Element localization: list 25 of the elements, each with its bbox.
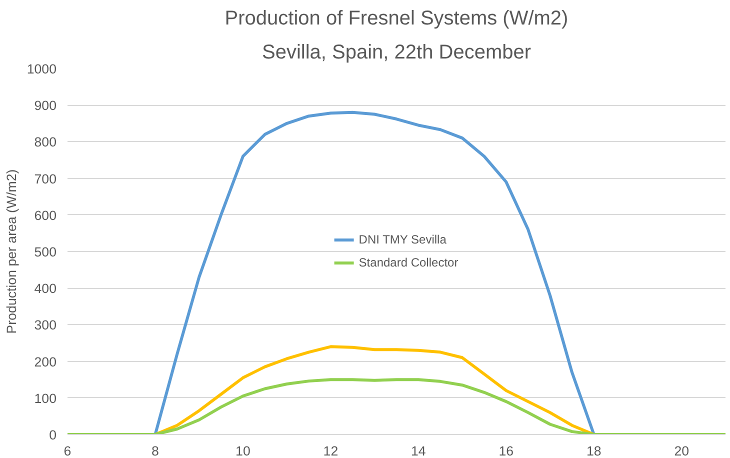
y-tick-label: 700 — [34, 171, 57, 186]
y-axis-title: Production per area (W/m2) — [4, 169, 19, 334]
legend-label: Standard Collector — [358, 256, 458, 270]
x-tick-label: 12 — [323, 444, 338, 458]
y-tick-label: 600 — [34, 208, 57, 223]
y-tick-label: 100 — [34, 390, 57, 406]
chart-title: Production of Fresnel Systems (W/m2) — [224, 8, 568, 30]
line-series — [68, 378, 726, 434]
chart-subtitle: Sevilla, Spain, 22th December — [262, 42, 532, 64]
y-tick-label: 500 — [34, 244, 57, 260]
x-tick-label: 8 — [152, 444, 159, 458]
y-tick-label: 1000 — [26, 62, 57, 76]
x-tick-label: 20 — [674, 444, 690, 458]
x-tick-label: 14 — [411, 444, 426, 458]
x-tick-label: 18 — [586, 444, 602, 458]
y-tick-label: 200 — [34, 354, 57, 370]
x-tick-label: 6 — [64, 444, 72, 458]
legend-label: DNI TMY Sevilla — [358, 232, 446, 246]
x-tick-label: 10 — [236, 444, 250, 458]
y-tick-label: 300 — [34, 318, 57, 333]
x-tick-label: 16 — [498, 444, 514, 458]
y-tick-label: 0 — [49, 428, 57, 442]
y-tick-label: 800 — [34, 134, 57, 150]
y-tick-label: 400 — [34, 281, 57, 296]
y-tick-label: 900 — [34, 98, 57, 114]
